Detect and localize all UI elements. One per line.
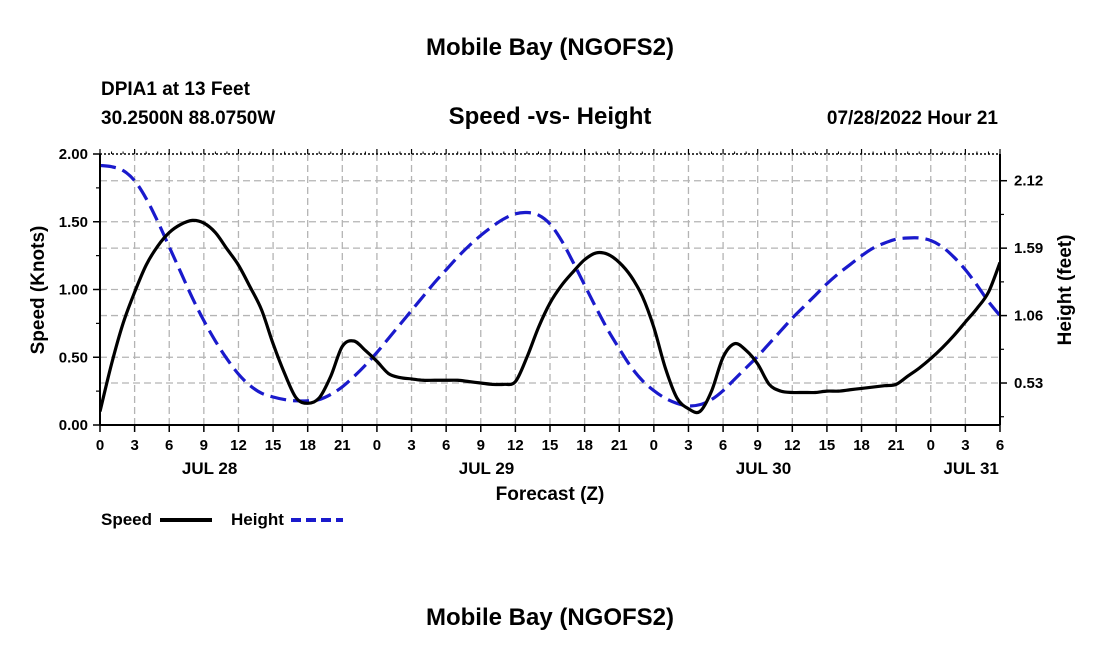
x-tick-label: 9	[754, 437, 762, 454]
x-tick-label: 6	[165, 437, 173, 454]
y-tick-label: 2.00	[59, 146, 88, 163]
legend-height-label: Height	[231, 510, 284, 529]
date-label: JUL 30	[736, 459, 791, 478]
x-tick-label: 9	[477, 437, 485, 454]
y2-axis-label: Height (feet)	[1055, 235, 1076, 346]
grid	[100, 154, 1000, 425]
x-tick-label: 21	[334, 437, 351, 454]
x-tick-label: 12	[507, 437, 524, 454]
x-tick-label: 6	[719, 437, 727, 454]
x-tick-label: 12	[230, 437, 247, 454]
date-label: JUL 31	[943, 459, 998, 478]
x-tick-label: 21	[888, 437, 905, 454]
x-tick-label: 15	[542, 437, 559, 454]
date-labels: JUL 28 JUL 29 JUL 30 JUL 31	[182, 459, 999, 478]
x-tick-label: 18	[299, 437, 316, 454]
station-coords: 30.2500N 88.0750W	[101, 108, 275, 129]
x-tick-label: 6	[996, 437, 1004, 454]
y2-tick-labels: 0.53 1.06 1.59 2.12	[1014, 173, 1043, 392]
x-axis-label: Forecast (Z)	[496, 484, 605, 505]
x-tick-label: 0	[373, 437, 381, 454]
x-tick-label: 3	[961, 437, 969, 454]
x-tick-label: 18	[576, 437, 593, 454]
chart-title: Mobile Bay (NGOFS2)	[426, 34, 674, 61]
y-tick-label: 0.00	[59, 417, 88, 434]
y-axis-label: Speed (Knots)	[28, 226, 49, 355]
y2-tick-label: 0.53	[1014, 375, 1043, 392]
x-tick-label: 0	[96, 437, 104, 454]
footer-title: Mobile Bay (NGOFS2)	[426, 604, 674, 631]
series-layer	[100, 163, 1000, 415]
y2-tick-label: 1.06	[1014, 308, 1043, 325]
date-label: JUL 29	[459, 459, 514, 478]
chart-subtitle: Speed -vs- Height	[449, 103, 652, 130]
y2-tick-label: 2.12	[1014, 173, 1043, 190]
legend-speed-label: Speed	[101, 510, 152, 529]
x-tick-label: 0	[650, 437, 658, 454]
x-tick-label: 3	[130, 437, 138, 454]
y-tick-labels: 0.00 0.50 1.00 1.50 2.00	[59, 146, 88, 434]
x-tick-label: 21	[611, 437, 628, 454]
x-tick-label: 3	[684, 437, 692, 454]
x-tick-labels: 0 3 6 9 12 15 18 21 0 3 6 9 12 15 18 21 0 3 6 9 12 15 18 21 0 3 6	[96, 437, 1004, 454]
legend: Speed Height	[101, 510, 343, 529]
x-tick-label: 9	[200, 437, 208, 454]
x-tick-label: 0	[927, 437, 935, 454]
y-tick-label: 0.50	[59, 349, 88, 366]
x-tick-label: 18	[853, 437, 870, 454]
date-label: JUL 28	[182, 459, 237, 478]
tick-marks	[93, 149, 1007, 432]
y2-tick-label: 1.59	[1014, 240, 1043, 257]
y-tick-label: 1.00	[59, 282, 88, 299]
y-tick-label: 1.50	[59, 214, 88, 231]
series-speed-line	[100, 218, 1000, 415]
x-tick-label: 15	[265, 437, 282, 454]
x-tick-label: 3	[407, 437, 415, 454]
x-tick-label: 12	[784, 437, 801, 454]
series-height-line	[100, 163, 1000, 408]
x-tick-label: 6	[442, 437, 450, 454]
x-tick-label: 15	[819, 437, 836, 454]
station-label: DPIA1 at 13 Feet	[101, 79, 251, 100]
forecast-timestamp: 07/28/2022 Hour 21	[827, 108, 999, 129]
